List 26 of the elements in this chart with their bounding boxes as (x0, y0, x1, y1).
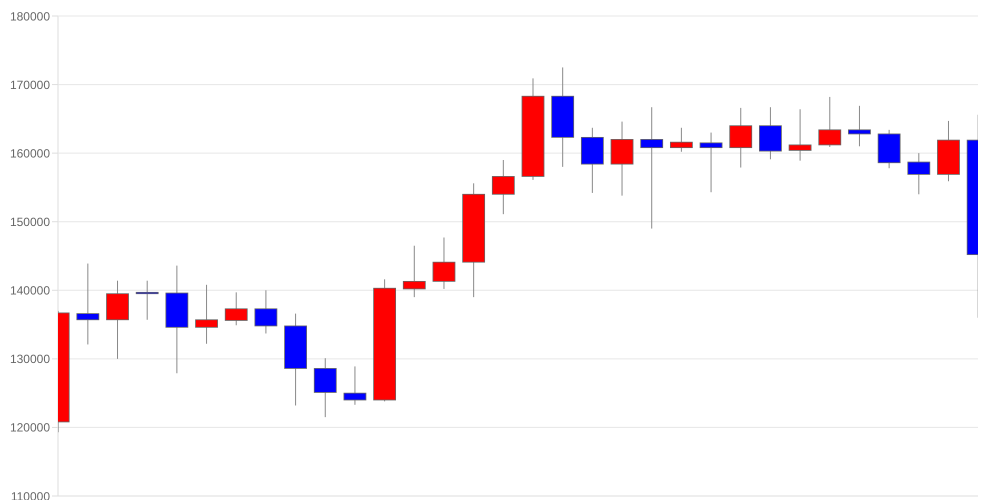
candlestick (76, 263, 100, 345)
candlestick (492, 160, 515, 215)
candlestick (432, 236, 456, 290)
y-tick-label: 110000 (10, 489, 50, 500)
candlestick (729, 107, 752, 168)
candlestick (848, 105, 871, 147)
y-tick-label: 120000 (10, 420, 50, 435)
candlestick (344, 366, 366, 406)
y-tick-label: 170000 (10, 78, 50, 92)
y-tick-label: 160000 (10, 146, 50, 160)
y-tick-label: 150000 (10, 214, 50, 229)
candlestick (700, 132, 722, 193)
candlestick (670, 127, 693, 152)
y-tick-label: 180000 (10, 9, 50, 24)
y-tick-label: 130000 (10, 352, 50, 366)
candlestick (907, 152, 930, 195)
candlestick (818, 96, 842, 148)
candlestick (402, 245, 426, 298)
candlestick (254, 290, 278, 334)
candlestick (195, 284, 218, 344)
candlestick (224, 292, 248, 326)
candlestick (640, 106, 664, 230)
candlestick (788, 108, 812, 162)
candlestick (136, 280, 159, 320)
candlestick (314, 358, 337, 418)
y-tick-label: 140000 (10, 284, 50, 298)
